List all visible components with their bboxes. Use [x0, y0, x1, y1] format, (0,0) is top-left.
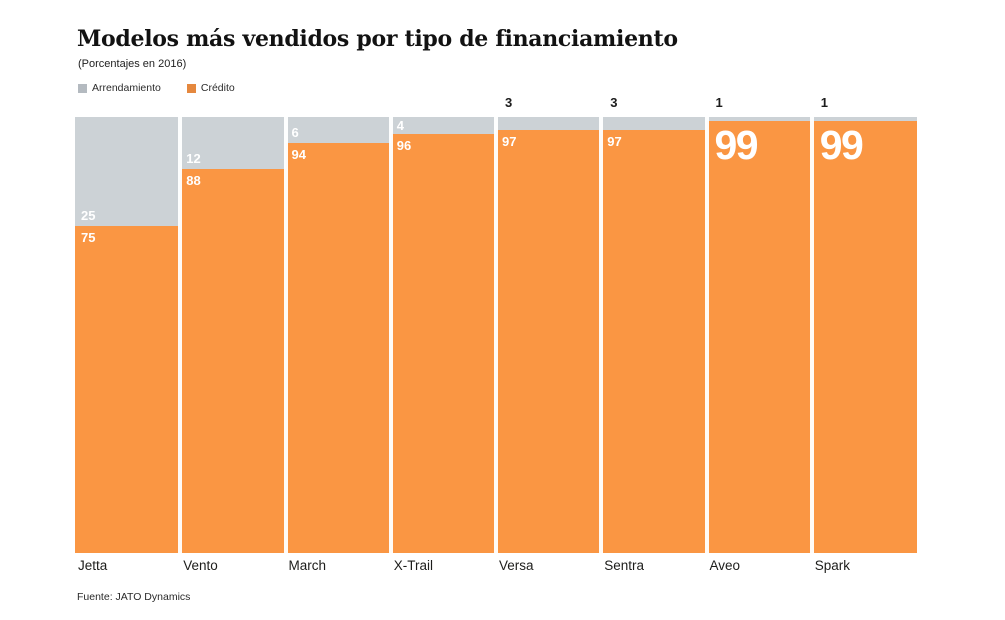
bar-segment-lease [706, 117, 812, 122]
bar-segment-lease [496, 117, 602, 131]
axis-label: March [288, 558, 327, 573]
legend-item-arrendamiento: Arrendamiento [78, 82, 161, 94]
bar-segment-lease [811, 117, 917, 122]
bar-segment-credit [180, 169, 286, 553]
axis-label: Vento [183, 558, 218, 573]
bar-segment-lease [180, 117, 286, 170]
legend-label: Crédito [200, 82, 235, 94]
value-label-lease: 1 [820, 95, 828, 110]
axis-label: Spark [814, 558, 851, 573]
bar-segment-credit [601, 130, 707, 553]
value-label-lease: 3 [610, 95, 618, 110]
axis-label: Versa [499, 558, 534, 573]
legend-swatch-orange-icon [186, 83, 196, 93]
bar-segment-credit [811, 121, 917, 553]
bar-segment-credit [75, 226, 181, 553]
bar-segment-credit [706, 121, 812, 553]
axis-label: Sentra [604, 558, 645, 573]
legend-label: Arrendamiento [92, 82, 161, 94]
legend-item-credito: Crédito [186, 82, 235, 94]
value-label-lease: 3 [505, 95, 513, 110]
axis-label: X-Trail [393, 558, 433, 573]
page-title: Modelos más vendidos por tipo de financi… [77, 26, 678, 52]
axis-label: Aveo [709, 558, 741, 573]
source-note: Fuente: JATO Dynamics [77, 591, 191, 603]
bar-segment-lease [601, 117, 707, 131]
page-subtitle: (Porcentajes en 2016) [78, 58, 187, 70]
value-label-lease: 1 [715, 95, 723, 110]
stacked-bar-chart: 25 75 12 88 6 94 4 96 3 97 3 97 1 99 1 99 [75, 96, 917, 553]
bars-layer [75, 117, 917, 553]
bar-segment-lease [75, 117, 181, 226]
axis-label: Jetta [78, 558, 108, 573]
bar-segment-lease [285, 117, 391, 144]
x-axis: Jetta Vento March X-Trail Versa Sentra Aveo Spa… [75, 558, 917, 578]
legend-swatch-gray-icon [78, 83, 87, 93]
bar-segment-credit [285, 143, 391, 553]
bar-segment-credit [496, 130, 602, 553]
bar-segment-credit [390, 134, 496, 553]
chart-legend: Arrendamiento Crédito [78, 82, 235, 94]
bar-segment-lease [390, 117, 496, 135]
